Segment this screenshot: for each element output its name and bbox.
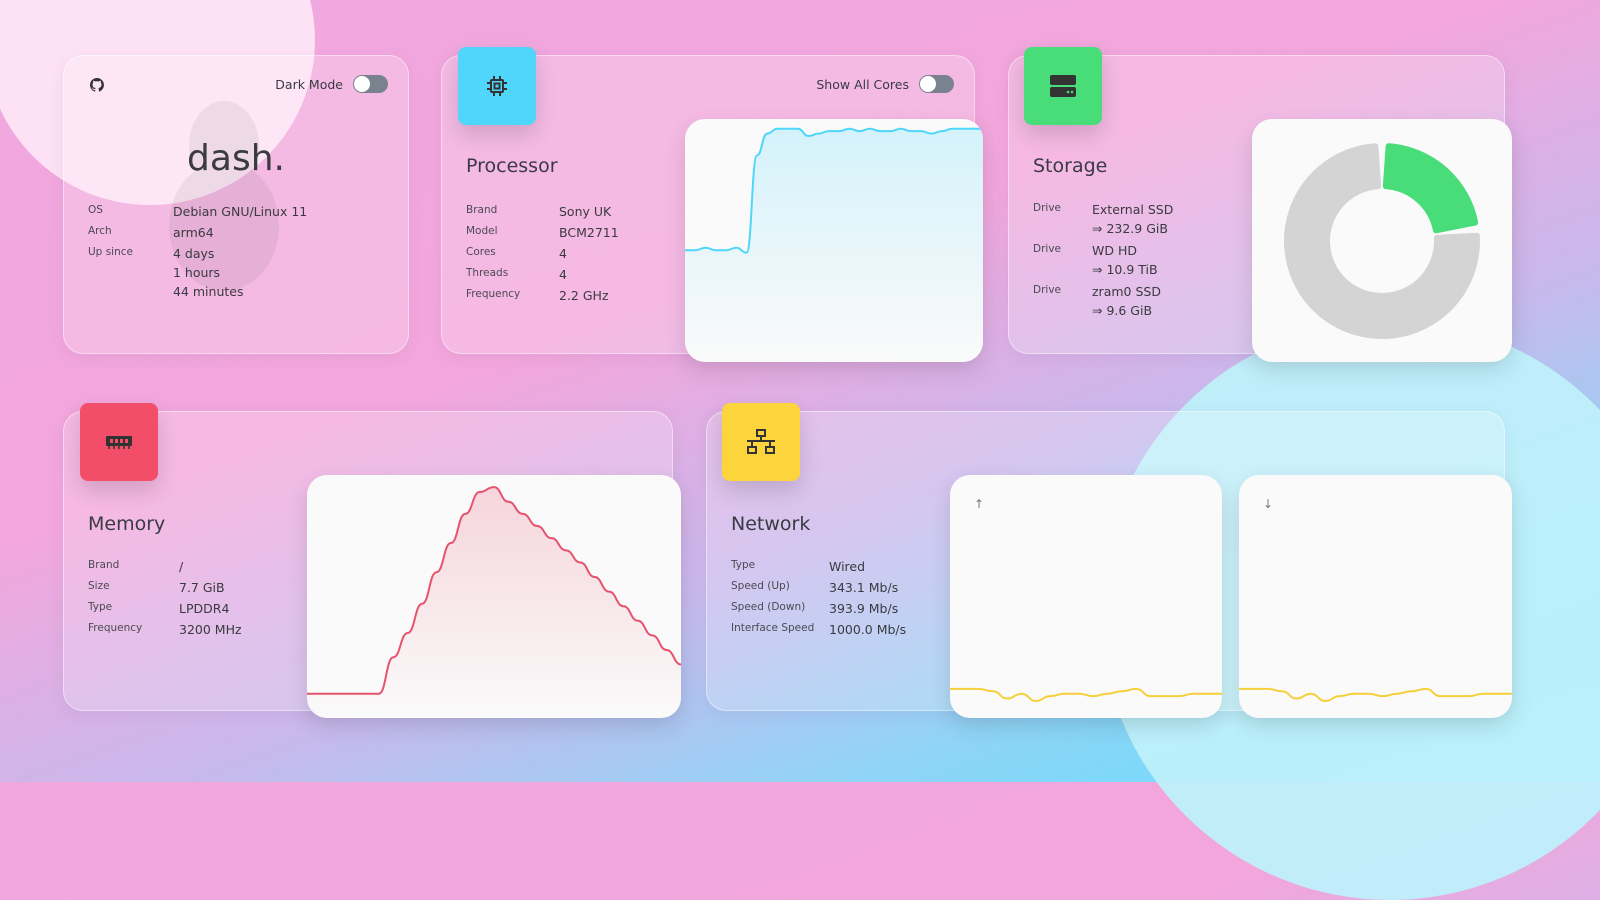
info-value: BCM2711: [559, 223, 619, 242]
memory-title: Memory: [88, 513, 165, 535]
show-all-cores-switch[interactable]: [919, 75, 954, 93]
info-value: /: [179, 557, 183, 576]
network-down-chart: ↓: [1239, 475, 1512, 718]
info-value: LPDDR4: [179, 599, 229, 618]
info-value: WD HD ⇒ 10.9 TiB: [1092, 241, 1158, 279]
memory-icon-box: [80, 403, 158, 481]
network-icon-box: [722, 403, 800, 481]
memory-chart: [307, 475, 681, 718]
info-value: 1000.0 Mb/s: [829, 620, 906, 639]
info-label: Type: [731, 557, 829, 571]
storage-chart: [1252, 119, 1512, 362]
info-value: Sony UK: [559, 202, 611, 221]
drive-size: ⇒ 9.6 GiB: [1092, 303, 1152, 318]
processor-icon-box: [458, 47, 536, 125]
network-up-chart: ↑: [950, 475, 1222, 718]
show-all-cores-label: Show All Cores: [816, 77, 909, 92]
info-label: Model: [466, 223, 559, 237]
os-label: OS: [88, 202, 173, 216]
server-drive-icon: [1050, 74, 1076, 98]
info-row: Speed (Down)393.9 Mb/s: [731, 599, 906, 620]
uptime-label: Up since: [88, 244, 173, 258]
network-icon: [747, 429, 775, 455]
arch-value: arm64: [173, 223, 214, 242]
info-label: Type: [88, 599, 179, 613]
processor-title: Processor: [466, 155, 558, 177]
drive-size: ⇒ 10.9 TiB: [1092, 262, 1158, 277]
info-label: Drive: [1033, 282, 1092, 296]
info-label: Interface Speed: [731, 620, 829, 634]
info-row: Speed (Up)343.1 Mb/s: [731, 578, 906, 599]
cpu-load-chart: [685, 119, 983, 362]
info-value: 343.1 Mb/s: [829, 578, 898, 597]
info-value: 4: [559, 244, 567, 263]
info-label: Frequency: [466, 286, 559, 300]
github-icon: [90, 78, 104, 92]
dark-mode-label: Dark Mode: [275, 77, 343, 92]
dark-mode-toggle[interactable]: Dark Mode: [275, 75, 388, 93]
info-value: 393.9 Mb/s: [829, 599, 898, 618]
series-area: [685, 129, 983, 362]
info-label: Speed (Down): [731, 599, 829, 613]
arch-label: Arch: [88, 223, 173, 237]
drive-name: zram0 SSD: [1092, 284, 1161, 299]
uptime-minutes: 44 minutes: [173, 284, 243, 299]
drive-name: External SSD: [1092, 202, 1173, 217]
info-value: Wired: [829, 557, 865, 576]
dark-mode-switch[interactable]: [353, 75, 388, 93]
series-area: [950, 689, 1222, 718]
drive-size: ⇒ 232.9 GiB: [1092, 221, 1168, 236]
info-label: Frequency: [88, 620, 179, 634]
info-label: Drive: [1033, 241, 1092, 255]
series-area: [307, 487, 681, 718]
ram-icon: [105, 433, 133, 451]
storage-icon-box: [1024, 47, 1102, 125]
info-value: 3200 MHz: [179, 620, 242, 639]
info-label: Drive: [1033, 200, 1092, 214]
info-label: Cores: [466, 244, 559, 258]
info-value: 7.7 GiB: [179, 578, 225, 597]
network-title: Network: [731, 513, 810, 535]
info-row: Brand/: [88, 557, 242, 578]
info-value: zram0 SSD ⇒ 9.6 GiB: [1092, 282, 1161, 320]
uptime-hours: 1 hours: [173, 265, 220, 280]
uptime-days: 4 days: [173, 246, 214, 261]
info-value: 4: [559, 265, 567, 284]
uptime-value: 4 days 1 hours 44 minutes: [173, 244, 243, 301]
series-area: [1239, 689, 1512, 718]
info-label: Brand: [88, 557, 179, 571]
info-label: Size: [88, 578, 179, 592]
info-value: External SSD ⇒ 232.9 GiB: [1092, 200, 1173, 238]
app-logo: dash.: [64, 138, 408, 179]
info-label: Brand: [466, 202, 559, 216]
info-value: 2.2 GHz: [559, 286, 609, 305]
drive-name: WD HD: [1092, 243, 1137, 258]
os-value: Debian GNU/Linux 11: [173, 202, 307, 221]
info-label: Speed (Up): [731, 578, 829, 592]
storage-title: Storage: [1033, 155, 1107, 177]
show-all-cores-toggle[interactable]: Show All Cores: [816, 75, 954, 93]
cpu-chip-icon: [485, 74, 509, 98]
pie-slice-used: [1386, 146, 1475, 230]
info-label: Threads: [466, 265, 559, 279]
